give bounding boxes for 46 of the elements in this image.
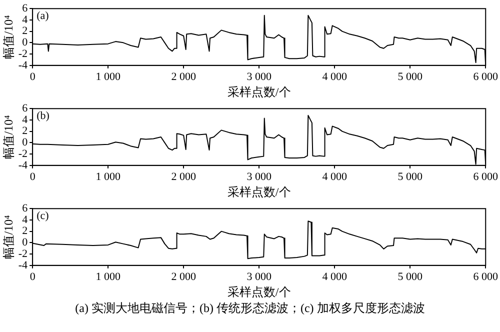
y-tick-label: 2 [22, 125, 28, 138]
y-tick-label: -4 [18, 159, 28, 172]
y-tick-label: 6 [22, 2, 28, 14]
y-tick-label: 4 [22, 114, 28, 126]
y-tick-label: -2 [18, 248, 28, 260]
annotation: (a) [36, 10, 50, 22]
x-tick-label: 3 000 [246, 70, 272, 83]
x-tick-label: 6 000 [473, 270, 498, 283]
annotation: (c) [36, 210, 50, 222]
y-axis-title: 幅值/10⁴ [1, 115, 16, 159]
x-tick-label: 1 000 [96, 270, 121, 283]
x-tick-label: 1 000 [96, 170, 121, 183]
y-tick-label: 0 [22, 36, 28, 49]
x-tick-label: 4 000 [322, 70, 348, 83]
x-tick-label: 4 000 [322, 270, 348, 283]
y-tick-label: 4 [22, 214, 28, 226]
x-tick-label: 5 000 [398, 270, 423, 283]
x-tick-label: 6 000 [473, 70, 498, 83]
y-tick-label: 6 [22, 102, 28, 114]
x-tick-label: 3 000 [246, 170, 272, 183]
y-tick-label: 2 [22, 25, 28, 38]
x-tick-label: 2 000 [171, 170, 196, 183]
x-tick-label: 5 000 [398, 70, 423, 83]
x-axis-title: 采样点数/个 [227, 84, 291, 99]
annotation: (b) [36, 110, 50, 122]
x-tick-label: 3 000 [246, 270, 272, 283]
y-tick-label: 2 [22, 225, 28, 238]
y-tick-label: -2 [18, 48, 28, 60]
y-axis-title: 幅值/10⁴ [1, 215, 16, 259]
y-tick-label: -4 [18, 59, 28, 72]
x-tick-label: 2 000 [171, 270, 196, 283]
y-tick-label: 6 [22, 202, 28, 214]
y-tick-label: 0 [22, 236, 28, 249]
x-tick-label: 5 000 [398, 170, 423, 183]
x-axis-title: 采样点数/个 [227, 184, 291, 199]
x-axis-title: 采样点数/个 [227, 284, 291, 299]
y-axis-title: 幅值/10⁴ [1, 15, 16, 59]
x-tick-label: 6 000 [473, 170, 498, 183]
y-tick-label: 4 [22, 14, 28, 26]
x-tick-label: 2 000 [171, 70, 196, 83]
y-tick-label: 0 [22, 136, 28, 149]
y-tick-label: -4 [18, 259, 28, 272]
y-tick-label: -2 [18, 148, 28, 160]
text: (a) 实测大地电磁信号；(b) 传统形态滤波；(c) 加权多尺度形态滤波 [74, 300, 426, 317]
x-tick-label: 1 000 [96, 70, 121, 83]
x-tick-label: 4 000 [322, 170, 348, 183]
